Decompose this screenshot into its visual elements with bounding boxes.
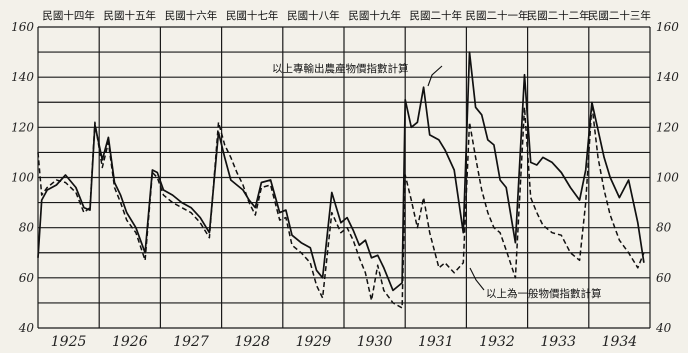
y-tick-label-left: 80 <box>19 221 35 235</box>
annotation-general-arrow <box>469 267 485 291</box>
annotation-export-arrow <box>427 65 443 87</box>
era-label: 民國十八年 <box>287 9 340 22</box>
x-tick-label: 1928 <box>234 334 270 350</box>
y-tick-label-left: 40 <box>18 321 35 335</box>
x-tick-label: 1927 <box>173 334 209 350</box>
y-tick-label-right: 140 <box>656 70 679 84</box>
series-line-dashed <box>37 104 645 309</box>
era-labels: 民國十四年 民國十五年 民國十六年 民國十七年 民國十八年 民國十九年 民國二十年 民國二十一… <box>42 9 651 22</box>
y-tick-label-left: 140 <box>11 70 34 84</box>
y-axis-right: 40 60 80 100 120 140 160 <box>655 20 679 335</box>
era-label: 民國十七年 <box>226 9 279 22</box>
annotation-export-index: 以上專輸出農產物價指數計算 <box>272 62 409 75</box>
era-label: 民國二十一年 <box>466 9 529 22</box>
x-tick-label: 1934 <box>602 334 638 350</box>
x-axis: 1925 1926 1927 1928 1929 1930 1931 1932 1933 1934 <box>51 334 637 350</box>
era-label: 民國十九年 <box>348 9 401 22</box>
x-tick-label: 1931 <box>418 334 454 350</box>
x-tick-label: 1930 <box>357 334 393 350</box>
y-tick-label-left: 160 <box>11 20 34 34</box>
y-tick-label-right: 40 <box>655 321 672 335</box>
series <box>37 51 645 309</box>
era-label: 民國十六年 <box>165 9 218 22</box>
x-tick-label: 1932 <box>479 334 515 350</box>
grid <box>37 26 651 329</box>
y-tick-label-right: 80 <box>656 221 672 235</box>
series-line-solid <box>37 51 645 292</box>
y-tick-label-left: 60 <box>19 271 35 285</box>
era-label: 民國二十三年 <box>588 9 651 22</box>
y-tick-label-right: 60 <box>656 271 672 285</box>
y-tick-label-right: 160 <box>656 20 679 34</box>
x-tick-label: 1926 <box>112 334 148 350</box>
x-tick-label: 1925 <box>51 334 87 350</box>
era-label: 民國十四年 <box>42 9 95 22</box>
y-tick-label-left: 100 <box>11 171 34 185</box>
era-label: 民國十五年 <box>104 9 157 22</box>
era-label: 民國二十二年 <box>527 9 590 22</box>
y-tick-label-right: 120 <box>656 120 679 134</box>
y-tick-label-left: 120 <box>11 120 34 134</box>
x-tick-label: 1929 <box>296 334 332 350</box>
era-label: 民國二十年 <box>410 9 463 22</box>
annotation-general-index: 以上為一般物價指數計算 <box>486 287 602 300</box>
x-tick-label: 1933 <box>540 334 576 350</box>
y-tick-label-right: 100 <box>656 171 679 185</box>
y-axis-left: 40 60 80 100 120 140 160 <box>11 20 34 335</box>
